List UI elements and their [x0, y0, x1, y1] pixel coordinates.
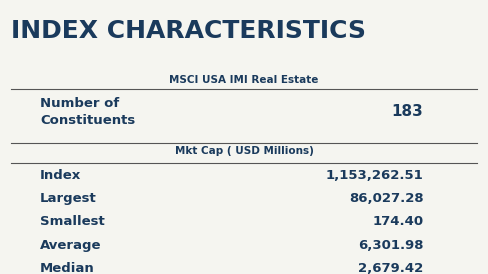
Text: Largest: Largest [40, 192, 97, 205]
Text: 2,679.42: 2,679.42 [358, 262, 424, 274]
Text: 6,301.98: 6,301.98 [358, 239, 424, 252]
Text: INDEX CHARACTERISTICS: INDEX CHARACTERISTICS [11, 19, 366, 42]
Text: 1,153,262.51: 1,153,262.51 [326, 169, 424, 182]
Text: 86,027.28: 86,027.28 [349, 192, 424, 205]
Text: MSCI USA IMI Real Estate: MSCI USA IMI Real Estate [169, 75, 319, 85]
Text: Smallest: Smallest [40, 215, 105, 228]
Text: Number of
Constituents: Number of Constituents [40, 97, 136, 127]
Text: Average: Average [40, 239, 102, 252]
Text: Index: Index [40, 169, 81, 182]
Text: 174.40: 174.40 [372, 215, 424, 228]
Text: Median: Median [40, 262, 95, 274]
Text: 183: 183 [392, 104, 424, 119]
Text: Mkt Cap ( USD Millions): Mkt Cap ( USD Millions) [175, 146, 313, 156]
